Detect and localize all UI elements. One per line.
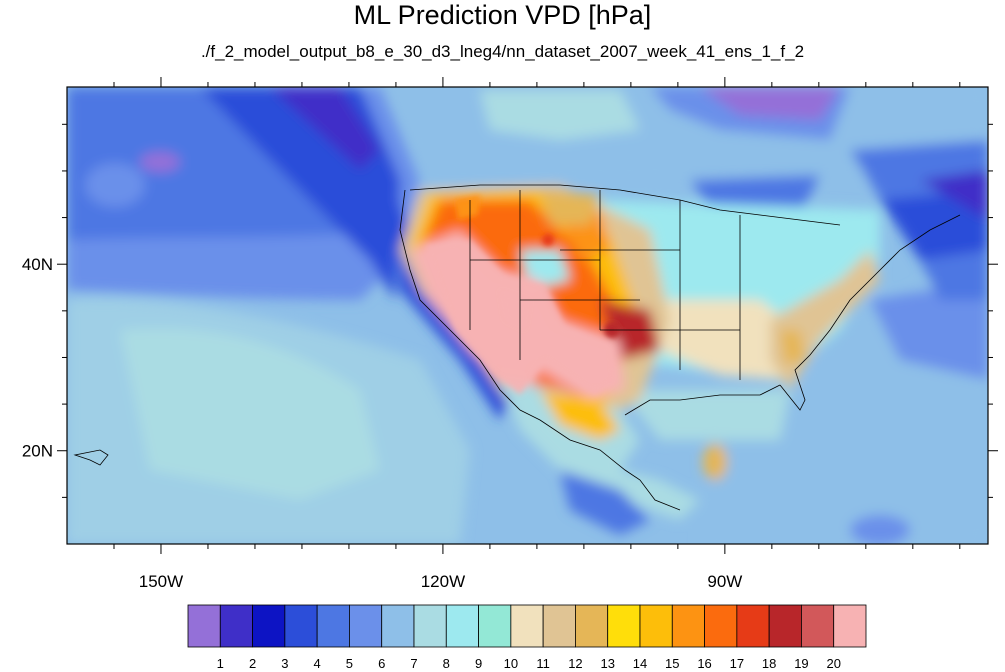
colorbar-swatch [445, 604, 479, 648]
colorbar-label: 10 [504, 656, 518, 671]
figure-subtitle: ./f_2_model_output_b8_e_30_d3_lneg4/nn_d… [200, 42, 805, 61]
colorbar-label: 7 [410, 656, 417, 671]
colorbar-swatch [542, 604, 576, 648]
colorbar-swatch [316, 604, 350, 648]
colorbar-swatch [381, 604, 415, 648]
lon-label: 150W [139, 572, 183, 591]
colorbar-swatch [575, 604, 609, 648]
colorbar-label: 1 [217, 656, 224, 671]
vpd-field [67, 87, 988, 544]
colorbar-label: 13 [600, 656, 614, 671]
colorbar-label: 20 [826, 656, 840, 671]
colorbar-label: 3 [281, 656, 288, 671]
colorbar-label: 14 [633, 656, 647, 671]
colorbar-swatch [219, 604, 253, 648]
colorbar-swatch [510, 604, 544, 648]
lon-label: 90W [707, 572, 742, 591]
colorbar-label: 11 [536, 656, 550, 671]
colorbar-swatch [671, 604, 705, 648]
colorbar-swatch [704, 604, 738, 648]
colorbar-label: 15 [665, 656, 679, 671]
colorbar-label: 19 [794, 656, 808, 671]
colorbar-label: 12 [568, 656, 582, 671]
colorbar-label: 6 [378, 656, 385, 671]
colorbar-swatch [187, 604, 221, 648]
map-frame [66, 86, 989, 545]
axis-labels: 40N 20N 150W 120W 90W [22, 255, 743, 591]
lat-label: 20N [22, 442, 53, 461]
colorbar-swatch [349, 604, 383, 648]
colorbar-label: 18 [762, 656, 776, 671]
colorbar-swatch [801, 604, 835, 648]
colorbar-swatch [736, 604, 770, 648]
colorbar-swatch [413, 604, 447, 648]
colorbar-swatch [768, 604, 802, 648]
lat-label: 40N [22, 255, 53, 274]
colorbar-label: 4 [314, 656, 321, 671]
colorbar-label: 5 [346, 656, 353, 671]
colorbar-label: 16 [697, 656, 711, 671]
colorbar: 1 2 3 4 5 6 7 8 9 10 11 12 13 14 15 16 17 18 19 20 [187, 604, 867, 671]
colorbar-swatch [833, 604, 867, 648]
lon-label: 120W [421, 572, 465, 591]
colorbar-label: 9 [475, 656, 482, 671]
colorbar-label: 8 [443, 656, 450, 671]
colorbar-label: 17 [730, 656, 744, 671]
colorbar-swatch [607, 604, 641, 648]
colorbar-swatch [639, 604, 673, 648]
figure-title: ML Prediction VPD [hPa] [353, 0, 652, 30]
colorbar-label: 2 [249, 656, 256, 671]
colorbar-swatch [478, 604, 512, 648]
axis-ticks [57, 77, 998, 554]
coastline [73, 184, 961, 511]
colorbar-swatch [252, 604, 286, 648]
colorbar-swatch [284, 604, 318, 648]
